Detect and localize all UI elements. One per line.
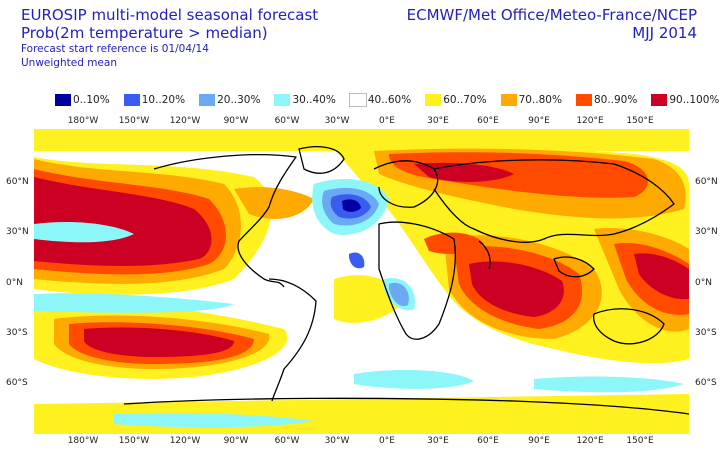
lat-tick-label: 60°N <box>6 177 29 187</box>
lon-tick-label: 30°W <box>324 116 350 126</box>
lon-tick-label: 150°E <box>626 436 654 446</box>
legend-item: 30..40% <box>274 94 349 106</box>
source-block: ECMWF/Met Office/Meteo-France/NCEP MJJ 2… <box>407 6 697 42</box>
lon-tick-label: 30°E <box>427 436 449 446</box>
lat-tick-label: 30°N <box>695 227 718 237</box>
map-subtitle: Prob(2m temperature > median) <box>21 24 268 42</box>
lon-tick-label: 120°W <box>169 116 201 126</box>
legend-label: 90..100% <box>669 94 720 106</box>
legend-item: 80..90% <box>575 94 651 106</box>
lon-tick-label: 150°W <box>118 116 150 126</box>
lon-tick-label: 60°W <box>274 436 300 446</box>
mean-type: Unweighted mean <box>21 57 117 69</box>
prob-band-0-10 <box>342 199 361 212</box>
lon-tick-label: 90°W <box>223 116 249 126</box>
lon-tick-label: 150°W <box>118 436 150 446</box>
lon-tick-label: 150°E <box>626 116 654 126</box>
legend-label: 70..80% <box>518 94 562 106</box>
lon-tick-label: 120°E <box>576 436 604 446</box>
prob-band-90-100 <box>34 162 689 357</box>
lon-tick-label: 30°W <box>324 436 350 446</box>
legend-swatch <box>575 94 592 106</box>
lat-tick-label: 30°S <box>6 328 28 338</box>
lat-tick-label: 0°N <box>6 278 23 288</box>
forecast-reference: Forecast start reference is 01/04/14 <box>21 43 209 55</box>
legend-item: 40..60% <box>348 93 425 107</box>
legend-swatch <box>348 93 367 107</box>
legend-item: 90..100% <box>651 94 723 106</box>
legend-swatch <box>500 94 517 106</box>
lon-tick-label: 90°E <box>528 116 550 126</box>
forecast-centres: ECMWF/Met Office/Meteo-France/NCEP <box>406 6 697 24</box>
lat-tick-label: 0°N <box>695 278 712 288</box>
legend-item: 10..20% <box>123 94 199 106</box>
legend-item: 0..10% <box>55 94 124 106</box>
lon-tick-label: 0°E <box>379 436 395 446</box>
lon-tick-label: 180°W <box>67 436 99 446</box>
legend-swatch <box>274 94 291 106</box>
legend-label: 0..10% <box>73 94 110 106</box>
lat-tick-label: 60°S <box>695 378 717 388</box>
legend-label: 60..70% <box>443 94 487 106</box>
legend-swatch <box>651 94 668 106</box>
lon-tick-label: 120°W <box>169 436 201 446</box>
lon-tick-label: 0°E <box>379 116 395 126</box>
legend-item: 20..30% <box>199 94 274 106</box>
legend-swatch <box>425 94 442 106</box>
legend-label: 80..90% <box>593 94 638 106</box>
forecast-season: MJJ 2014 <box>632 24 697 42</box>
lon-tick-label: 120°E <box>576 116 604 126</box>
lat-tick-label: 30°N <box>6 227 29 237</box>
legend-item: 70..80% <box>500 94 576 106</box>
legend-label: 10..20% <box>141 94 186 106</box>
lat-tick-label: 60°S <box>6 378 28 388</box>
legend-swatch <box>123 94 140 106</box>
legend-label: 40..60% <box>367 94 412 106</box>
legend-item: 60..70% <box>425 94 500 106</box>
probability-map <box>34 129 689 434</box>
legend: 0..10% 10..20% 20..30% 30..40% 40..60% 6… <box>55 93 723 107</box>
legend-swatch <box>55 94 71 106</box>
legend-swatch <box>199 94 216 106</box>
title-block: EUROSIP multi-model seasonal forecast Pr… <box>21 6 318 70</box>
lon-tick-label: 180°W <box>67 116 99 126</box>
lat-tick-label: 60°N <box>695 177 718 187</box>
lon-tick-label: 90°E <box>528 436 550 446</box>
lon-tick-label: 60°W <box>274 116 300 126</box>
map-title: EUROSIP multi-model seasonal forecast <box>21 6 319 24</box>
lat-tick-label: 30°S <box>695 328 717 338</box>
coastlines <box>123 146 689 415</box>
legend-label: 30..40% <box>292 94 336 106</box>
legend-label: 20..30% <box>217 94 261 106</box>
lon-tick-label: 90°W <box>223 436 249 446</box>
lon-tick-label: 60°E <box>477 116 499 126</box>
lon-tick-label: 60°E <box>477 436 499 446</box>
lon-tick-label: 30°E <box>427 116 449 126</box>
